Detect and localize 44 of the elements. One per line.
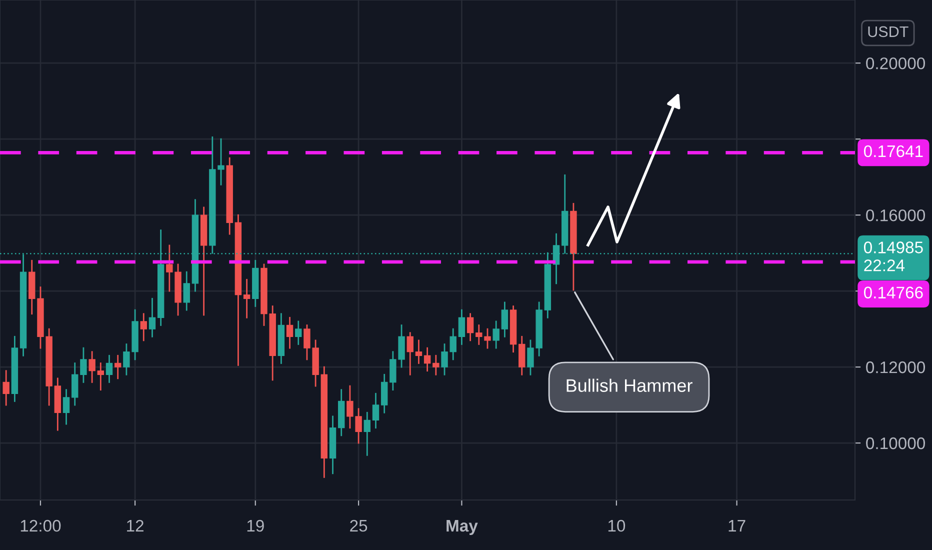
candlestick <box>450 328 456 360</box>
x-tick-label: 17 <box>728 520 746 532</box>
candlestick <box>372 392 380 429</box>
x-tick-label: 19 <box>247 520 264 532</box>
candlestick <box>295 320 302 345</box>
ref-line-label: 0.14766 <box>864 286 923 298</box>
candlestick <box>140 313 147 342</box>
candlestick <box>62 389 70 425</box>
candlestick <box>183 271 190 311</box>
candlestick <box>380 374 388 414</box>
candlestick <box>106 354 113 383</box>
candlestick <box>441 344 448 376</box>
y-tick-label: 0.16000 <box>866 209 926 222</box>
candlestick <box>406 332 414 376</box>
ref-line-label: 0.14985 22:24 <box>864 242 923 272</box>
candlestick <box>2 370 10 406</box>
x-tick-label: 12 <box>127 520 144 532</box>
y-tick-label: 0.20000 <box>866 57 926 70</box>
annotation: Bullish Hammer <box>566 378 692 392</box>
x-tick-label: 12:00 <box>20 520 61 532</box>
candlestick <box>415 340 422 364</box>
y-tick-label: 0.12000 <box>866 361 926 374</box>
candlestick <box>88 351 96 383</box>
x-tick-label: 25 <box>350 520 368 532</box>
candlestick <box>72 362 78 406</box>
x-tick-label: 10 <box>608 520 626 532</box>
candlestick <box>97 362 104 391</box>
ref-line-label: 0.17641 <box>864 145 923 158</box>
y-tick-label: 0.10000 <box>866 437 926 450</box>
candlestick <box>80 347 87 383</box>
text: USDT <box>868 26 908 38</box>
candlestick <box>243 278 250 318</box>
candlestick <box>148 298 156 338</box>
candlestick <box>466 313 474 342</box>
candlestick <box>492 320 500 349</box>
candlestick <box>518 336 526 376</box>
candlestick <box>364 412 371 456</box>
candlestick <box>424 347 431 372</box>
x-tick-label: May <box>446 520 478 535</box>
candlestick <box>458 309 466 345</box>
candlestick <box>501 302 508 338</box>
candlestick <box>286 316 294 349</box>
candlestick <box>114 354 122 380</box>
candlestick <box>432 354 440 376</box>
